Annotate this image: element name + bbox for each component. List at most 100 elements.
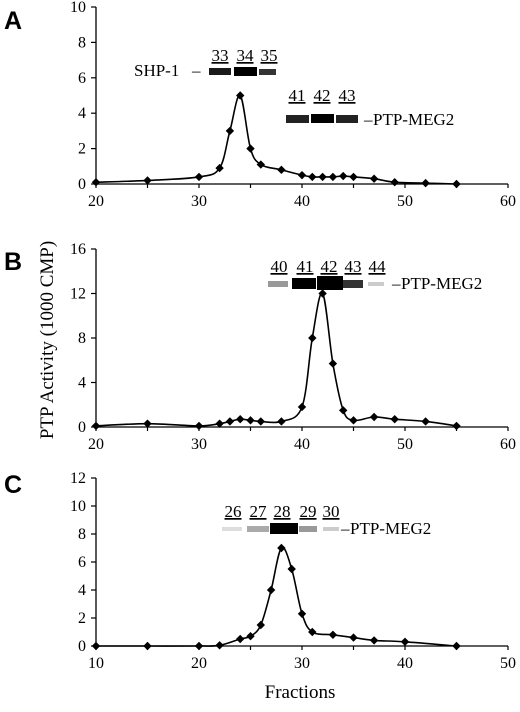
data-point xyxy=(421,417,430,426)
data-point xyxy=(236,415,245,424)
blot-fraction-label: 42 xyxy=(321,257,338,276)
panel-letter: B xyxy=(4,248,22,276)
blot-protein-dash: – xyxy=(191,61,201,80)
data-point xyxy=(390,178,399,187)
data-point xyxy=(256,417,265,426)
data-point xyxy=(318,289,327,298)
data-point xyxy=(339,171,348,181)
y-tick-label: 8 xyxy=(78,34,86,51)
x-tick-label: 40 xyxy=(294,436,310,453)
chart-b: 0 4 8 12 16 20 30 40 50 60 xyxy=(70,241,516,453)
blot-fraction-label: 34 xyxy=(237,46,255,65)
data-point xyxy=(421,178,430,188)
data-point xyxy=(369,174,379,183)
data-point xyxy=(452,179,461,189)
x-tick-label: 10 xyxy=(88,655,104,672)
panel-letter: C xyxy=(4,471,22,499)
x-tick-label: 20 xyxy=(88,436,104,453)
blot-fraction-label: 41 xyxy=(297,257,314,276)
data-point xyxy=(143,641,152,651)
x-tick-label: 40 xyxy=(294,193,310,210)
data-point xyxy=(256,160,265,169)
y-tick-label: 12 xyxy=(70,286,86,303)
y-tick-label: 0 xyxy=(78,419,86,436)
panel-b: B 0 4 8 12 16 20 30 40 50 60 40 41 42 43 44 – PTP… xyxy=(4,241,516,453)
blot-protein-label: PTP-MEG2 xyxy=(373,110,454,129)
y-tick-label: 10 xyxy=(70,498,86,515)
series-line xyxy=(95,94,457,185)
blot-protein-dash: – xyxy=(391,274,401,293)
x-axis-title: Fractions xyxy=(265,682,336,703)
data-point xyxy=(236,634,245,644)
blot-protein-label: PTP-MEG2 xyxy=(401,274,482,293)
blot-fraction-label: 28 xyxy=(274,502,291,521)
blot-fraction-label: 33 xyxy=(212,46,229,65)
x-tick-label: 50 xyxy=(397,193,413,210)
x-tick-label: 30 xyxy=(294,655,310,672)
data-point xyxy=(194,641,204,651)
data-point xyxy=(349,633,358,642)
data-point xyxy=(215,163,224,173)
data-point xyxy=(277,165,286,175)
y-tick-label: 4 xyxy=(78,375,86,392)
data-point xyxy=(452,641,461,651)
data-point xyxy=(215,419,224,428)
blot-protein-label: SHP-1 xyxy=(134,61,179,80)
data-point xyxy=(194,421,204,431)
panel-c: C 0 2 4 6 8 10 12 10 20 30 40 50 26 27 28 29 30 – P… xyxy=(4,470,516,672)
blot-protein-label: PTP-MEG2 xyxy=(350,519,431,538)
data-point xyxy=(277,543,286,553)
blot-protein-dash: – xyxy=(340,519,350,538)
data-point xyxy=(390,415,399,424)
x-tick-label: 60 xyxy=(500,436,516,453)
x-tick-label: 50 xyxy=(397,436,413,453)
blot-image-ptp-meg2-a xyxy=(286,114,358,123)
x-tick-label: 50 xyxy=(500,655,516,672)
x-tick-label: 30 xyxy=(191,436,207,453)
data-point xyxy=(256,620,265,630)
data-point xyxy=(143,419,152,428)
data-point xyxy=(225,126,235,136)
data-point xyxy=(91,178,101,187)
blot-fraction-label: 43 xyxy=(339,86,356,105)
x-tick-label: 60 xyxy=(500,193,516,210)
data-point xyxy=(328,359,338,368)
blot-fraction-label: 41 xyxy=(289,86,306,105)
data-point xyxy=(143,176,152,185)
series-line xyxy=(96,546,457,647)
panel-letter: A xyxy=(4,7,22,35)
data-point xyxy=(308,333,317,343)
y-tick-label: 8 xyxy=(78,526,86,543)
blot-image-ptp-meg2-c xyxy=(222,523,339,534)
x-tick-label: 30 xyxy=(191,193,207,210)
data-point xyxy=(91,641,101,651)
blot-fraction-label: 44 xyxy=(369,257,387,276)
data-point xyxy=(277,417,286,426)
y-tick-label: 12 xyxy=(70,470,86,487)
blot-fraction-label: 35 xyxy=(261,46,278,65)
y-tick-label: 6 xyxy=(78,70,86,87)
blot-protein-dash: – xyxy=(363,110,373,129)
y-tick-label: 8 xyxy=(78,330,86,347)
y-tick-label: 6 xyxy=(78,554,86,571)
blot-image-shp1 xyxy=(209,67,276,76)
data-point xyxy=(297,170,307,180)
data-point xyxy=(215,641,224,650)
data-point xyxy=(246,632,255,641)
blot-fraction-label: 42 xyxy=(314,86,331,105)
chart-c: 0 2 4 6 8 10 12 10 20 30 40 50 xyxy=(70,470,516,672)
x-tick-label: 20 xyxy=(191,655,207,672)
blot-fraction-label: 43 xyxy=(345,257,362,276)
blot-fraction-label: 26 xyxy=(225,502,242,521)
blot-image-ptp-meg2-b xyxy=(268,276,384,290)
y-tick-label: 16 xyxy=(70,241,86,258)
blot-fraction-label: 40 xyxy=(271,257,288,276)
series-line xyxy=(95,292,457,427)
blot-fraction-label: 30 xyxy=(323,502,340,521)
data-point xyxy=(328,172,338,182)
data-point xyxy=(400,637,410,646)
data-point xyxy=(91,421,101,431)
y-axis-title: PTP Activity (1000 CMP) xyxy=(37,241,58,439)
